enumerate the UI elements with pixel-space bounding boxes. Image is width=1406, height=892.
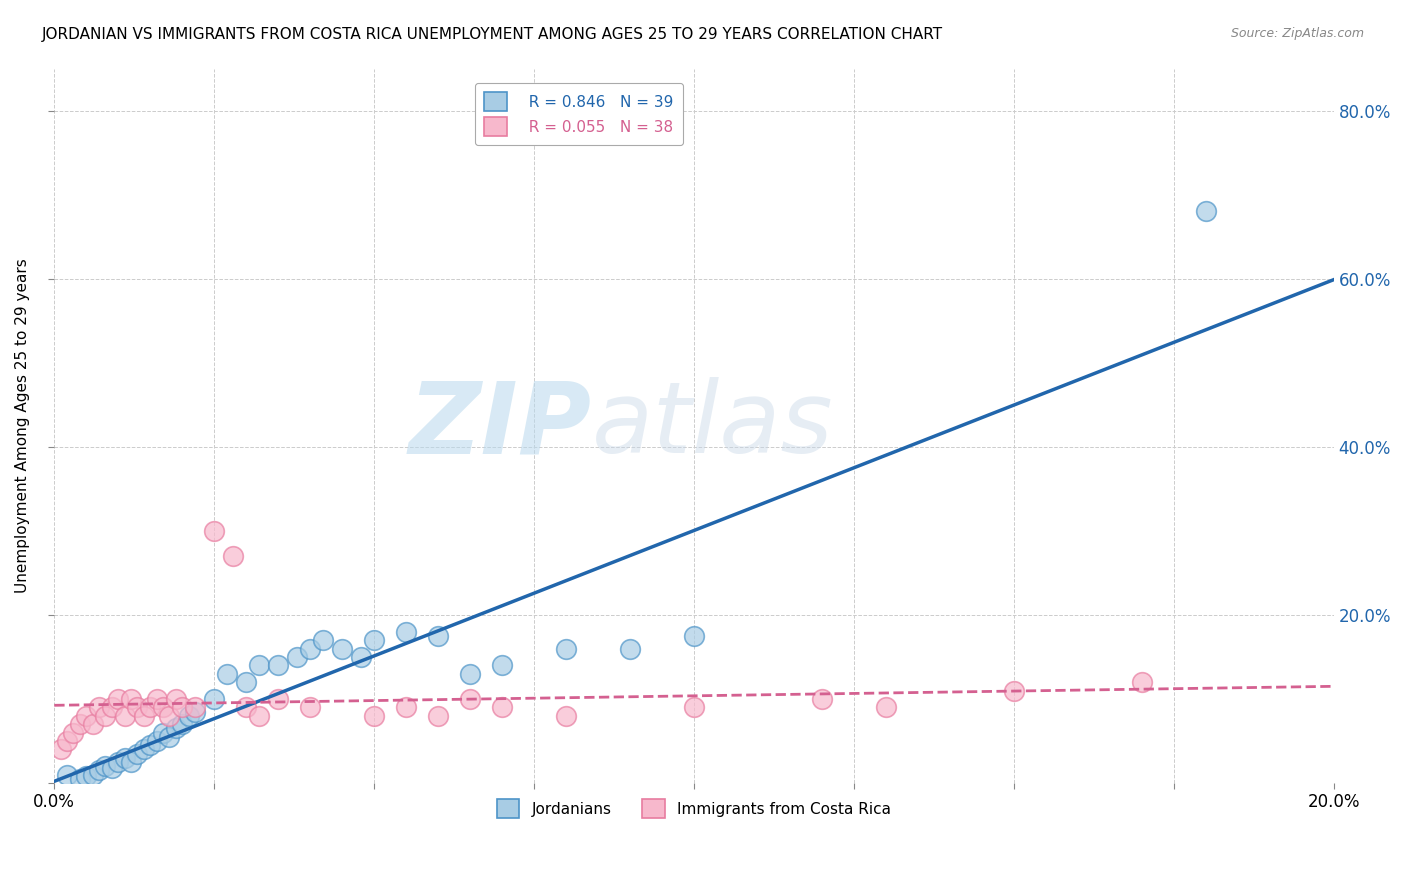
Point <box>458 692 481 706</box>
Point <box>132 742 155 756</box>
Point <box>312 633 335 648</box>
Point <box>184 705 207 719</box>
Point <box>152 725 174 739</box>
Point <box>330 641 353 656</box>
Point <box>555 641 578 656</box>
Point <box>875 700 897 714</box>
Point <box>114 751 136 765</box>
Point <box>247 658 270 673</box>
Point <box>287 649 309 664</box>
Point <box>177 708 200 723</box>
Point <box>139 700 162 714</box>
Point <box>683 700 706 714</box>
Point <box>56 767 79 781</box>
Point <box>159 730 181 744</box>
Text: ZIP: ZIP <box>409 377 592 475</box>
Point <box>222 549 245 563</box>
Point <box>114 708 136 723</box>
Point <box>107 692 129 706</box>
Point <box>395 700 418 714</box>
Point <box>145 734 167 748</box>
Point <box>145 692 167 706</box>
Point <box>1002 683 1025 698</box>
Point <box>139 738 162 752</box>
Point <box>94 759 117 773</box>
Text: atlas: atlas <box>592 377 834 475</box>
Point <box>202 524 225 538</box>
Point <box>132 708 155 723</box>
Point <box>127 747 149 761</box>
Point <box>82 767 104 781</box>
Text: JORDANIAN VS IMMIGRANTS FROM COSTA RICA UNEMPLOYMENT AMONG AGES 25 TO 29 YEARS C: JORDANIAN VS IMMIGRANTS FROM COSTA RICA … <box>42 27 943 42</box>
Point <box>82 717 104 731</box>
Point <box>555 708 578 723</box>
Point <box>172 717 194 731</box>
Point <box>127 700 149 714</box>
Point <box>427 629 450 643</box>
Point <box>159 708 181 723</box>
Point <box>184 700 207 714</box>
Point <box>101 700 124 714</box>
Point <box>1195 204 1218 219</box>
Point <box>120 755 142 769</box>
Point <box>165 692 187 706</box>
Point <box>427 708 450 723</box>
Point <box>107 755 129 769</box>
Point <box>267 658 290 673</box>
Point <box>202 692 225 706</box>
Point <box>152 700 174 714</box>
Point <box>1130 675 1153 690</box>
Point <box>267 692 290 706</box>
Y-axis label: Unemployment Among Ages 25 to 29 years: Unemployment Among Ages 25 to 29 years <box>15 259 30 593</box>
Point <box>683 629 706 643</box>
Point <box>75 708 97 723</box>
Point <box>215 666 238 681</box>
Point <box>69 717 91 731</box>
Legend: Jordanians, Immigrants from Costa Rica: Jordanians, Immigrants from Costa Rica <box>489 791 898 825</box>
Point <box>120 692 142 706</box>
Point <box>101 761 124 775</box>
Point <box>87 700 110 714</box>
Point <box>363 708 385 723</box>
Point <box>94 708 117 723</box>
Point <box>811 692 834 706</box>
Point <box>69 772 91 786</box>
Point <box>165 722 187 736</box>
Point <box>299 641 322 656</box>
Point <box>235 675 257 690</box>
Text: Source: ZipAtlas.com: Source: ZipAtlas.com <box>1230 27 1364 40</box>
Point <box>395 624 418 639</box>
Point <box>458 666 481 681</box>
Point <box>235 700 257 714</box>
Point <box>87 764 110 778</box>
Point <box>350 649 373 664</box>
Point <box>247 708 270 723</box>
Point <box>299 700 322 714</box>
Point <box>49 742 72 756</box>
Point <box>491 658 513 673</box>
Point <box>491 700 513 714</box>
Point <box>75 769 97 783</box>
Point <box>363 633 385 648</box>
Point <box>62 725 84 739</box>
Point <box>56 734 79 748</box>
Point <box>619 641 641 656</box>
Point <box>172 700 194 714</box>
